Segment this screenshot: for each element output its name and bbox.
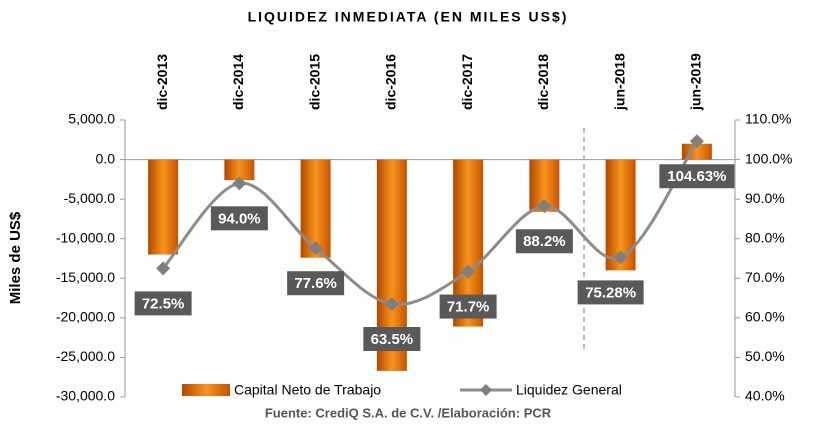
marker: [156, 261, 171, 276]
y-tick-label: -5,000.0: [64, 190, 116, 206]
x-tick-label: dic-2014: [230, 54, 246, 110]
data-label: 77.6%: [294, 275, 337, 292]
y-tick-label: -30,000.0: [56, 388, 115, 404]
legend-swatch: [480, 384, 492, 396]
data-label-box: [134, 291, 192, 316]
x-tick-label: dic-2013: [154, 54, 170, 110]
data-label-box: [577, 280, 644, 305]
x-tick-label: dic-2016: [383, 54, 399, 110]
y-tick-label: -15,000.0: [56, 269, 115, 285]
marker: [537, 199, 552, 214]
y2-tick-label: 110.0%: [745, 111, 791, 127]
data-label: 94.0%: [218, 210, 261, 227]
data-label-box: [439, 294, 497, 319]
y-tick-label: 0.0: [96, 150, 116, 166]
source: Fuente: CrediQ S.A. de C.V. /Elaboración…: [265, 405, 552, 420]
x-tick-label: dic-2015: [306, 54, 322, 110]
y-tick-label: -10,000.0: [56, 229, 115, 245]
y2-tick-label: 90.0%: [745, 190, 785, 206]
data-label-box: [287, 271, 345, 296]
data-label: 75.28%: [585, 284, 636, 301]
x-tick-label: dic-2017: [459, 54, 475, 110]
marker: [232, 176, 247, 191]
legend-swatch: [182, 384, 230, 396]
y2-tick-label: 50.0%: [745, 348, 785, 364]
chart-title: LIQUIDEZ INMEDIATA (EN MILES US$): [248, 9, 569, 25]
data-label-box: [363, 327, 421, 352]
y2-tick-label: 40.0%: [745, 388, 785, 404]
data-label: 71.7%: [447, 299, 490, 316]
x-tick-label: jun-2019: [688, 53, 704, 111]
y2-tick-label: 80.0%: [745, 229, 785, 245]
legend-label: Liquidez General: [516, 382, 622, 398]
y-tick-label: -25,000.0: [56, 348, 115, 364]
marker: [689, 134, 704, 149]
data-label-box: [210, 206, 268, 231]
y2-tick-label: 70.0%: [745, 269, 785, 285]
y-tick-label: -20,000.0: [56, 309, 115, 325]
marker: [308, 241, 323, 256]
y-axis-title: Miles de US$: [7, 211, 24, 304]
data-label-box: [659, 164, 735, 189]
data-label: 63.5%: [371, 331, 414, 348]
data-label-box: [515, 229, 573, 254]
x-tick-label: dic-2018: [535, 54, 551, 110]
marker: [461, 264, 476, 279]
x-tick-label: jun-2018: [611, 53, 627, 111]
data-label: 72.5%: [142, 295, 185, 312]
marker: [613, 250, 628, 265]
data-label: 104.63%: [667, 168, 726, 185]
bar: [148, 159, 179, 255]
bar: [224, 159, 255, 181]
y2-tick-label: 100.0%: [745, 150, 792, 166]
legend-label: Capital Neto de Trabajo: [234, 382, 381, 398]
marker: [384, 297, 399, 312]
data-label: 88.2%: [523, 233, 566, 250]
y-tick-label: 5,000.0: [68, 111, 115, 127]
y2-tick-label: 60.0%: [745, 309, 785, 325]
